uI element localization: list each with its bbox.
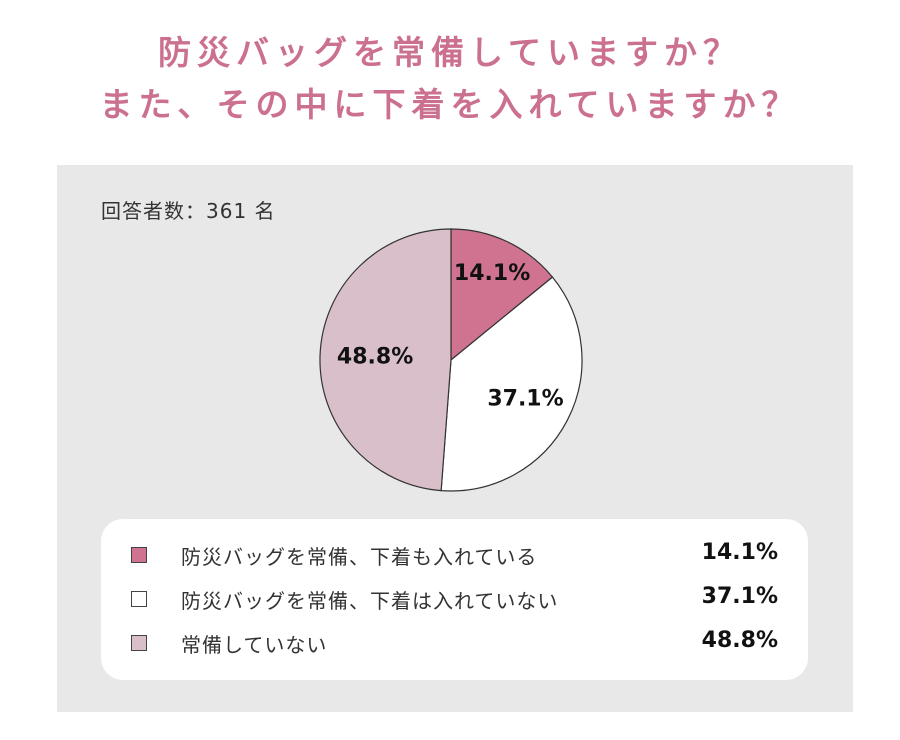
legend-item-2: 防災バッグを常備、下着は入れていない 37.1%	[101, 580, 808, 620]
respondent-count: 回答者数：361 名	[101, 199, 276, 223]
pie-slice-1	[450, 228, 554, 362]
legend: 防災バッグを常備、下着も入れている 14.1% 防災バッグを常備、下着は入れてい…	[101, 519, 808, 680]
pie-labels: 14.1% 37.1% 48.8%	[337, 261, 564, 412]
pie-slice-3	[319, 228, 452, 492]
legend-value-2: 37.1%	[701, 584, 778, 609]
legend-swatch-1	[131, 547, 147, 563]
legend-swatch-3	[131, 635, 147, 651]
legend-label-2: 防災バッグを常備、下着は入れていない	[181, 589, 559, 613]
pie-label-1: 14.1%	[454, 261, 530, 286]
chart-title-line-1: 防災バッグを常備していますか？	[157, 33, 742, 72]
legend-item-3: 常備していない 48.8%	[101, 624, 808, 664]
legend-swatch-2	[131, 591, 147, 607]
legend-label-3: 常備していない	[181, 633, 328, 657]
legend-value-1: 14.1%	[701, 540, 778, 565]
legend-value-3: 48.8%	[701, 628, 778, 653]
legend-label-1: 防災バッグを常備、下着も入れている	[181, 545, 538, 569]
legend-item-1: 防災バッグを常備、下着も入れている 14.1%	[101, 536, 808, 576]
chart-panel: 回答者数：361 名 14.1% 37.1% 48.8% 防災バッグを常備、下着も入…	[57, 165, 853, 712]
pie-label-3: 48.8%	[337, 345, 413, 370]
pie-slices	[319, 228, 583, 492]
pie-slice-2	[440, 276, 583, 492]
pie-label-2: 37.1%	[487, 386, 563, 411]
chart-title-line-2: また、その中に下着を入れていますか？	[99, 85, 801, 124]
pie-chart: 14.1% 37.1% 48.8%	[319, 228, 583, 492]
